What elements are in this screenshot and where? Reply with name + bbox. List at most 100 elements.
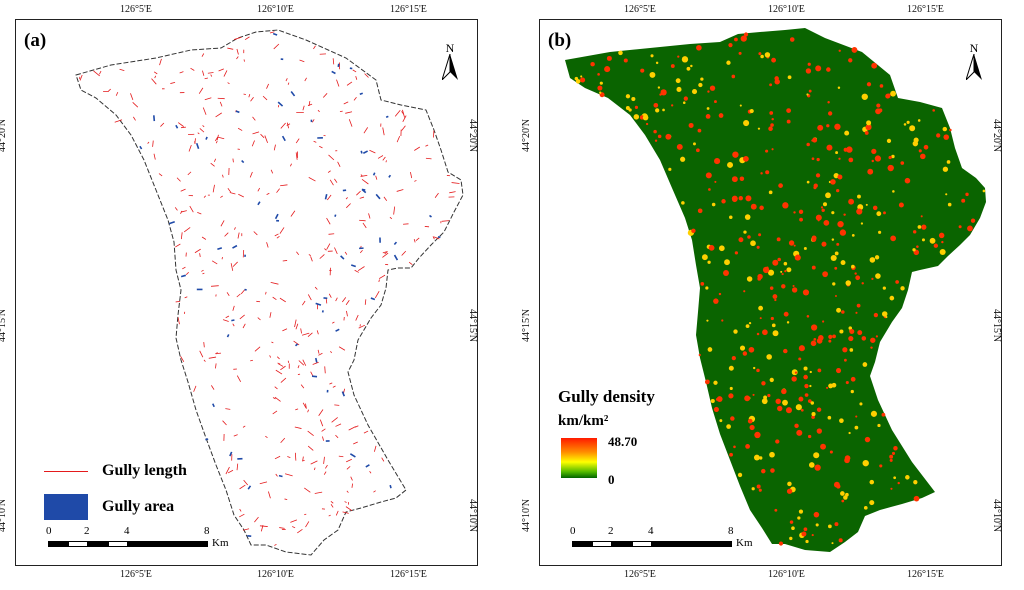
gully-line [212,184,215,193]
density-hotspot [913,137,919,143]
density-hotspot [771,57,777,63]
gully-line [238,193,244,198]
gully-line [433,236,440,240]
gully-area [229,451,233,457]
gully-area [385,115,389,118]
gully-line [222,420,227,426]
gully-line [236,56,239,60]
gully-line [328,514,331,517]
density-hotspot [748,321,752,325]
density-hotspot [893,476,897,480]
density-hotspot [634,105,638,109]
density-hotspot [660,89,667,96]
density-hotspot [844,358,847,362]
scale-unit: Km [736,537,753,549]
gully-area [341,391,346,397]
density-hotspot [777,405,783,412]
gully-area [274,213,279,220]
density-hotspot [786,267,792,273]
gully-line [279,527,285,529]
gully-line [170,81,176,84]
watershed-boundary [75,29,464,556]
gully-line [265,435,268,439]
gully-line [318,409,324,417]
gully-line [194,138,196,144]
density-hotspot [920,153,926,160]
gully-line [345,506,353,511]
gully-line [414,146,421,151]
panel-a-gully-map: (a) 126°5'E 126°10'E 126°15'E 126°5'E 12… [0,4,478,580]
gully-line [332,385,336,388]
density-hotspot [845,280,852,286]
gully-density-map-b [565,28,986,552]
gully-line [294,319,297,328]
gully-line [307,445,314,451]
density-hotspot [798,509,804,514]
density-hotspot [753,366,756,370]
density-hotspot [829,450,833,454]
density-hotspot [655,61,659,65]
density-hotspot [862,362,868,367]
density-hotspot [791,287,798,293]
gully-line [287,456,291,459]
density-hotspot [836,484,841,489]
gully-line [384,251,388,255]
density-hotspot [767,393,771,398]
gully-line [115,91,119,96]
density-hotspot [841,310,845,314]
density-hotspot [822,320,825,323]
gully-line [274,455,281,460]
gully-line [382,252,389,258]
density-hotspot [879,84,884,88]
density-hotspot [706,319,709,322]
density-hotspot [777,257,781,262]
gully-line [159,58,162,66]
gully-line [270,169,274,174]
gully-line [227,469,234,474]
gully-line [301,300,306,306]
density-hotspot [848,431,851,435]
density-hotspot [760,54,764,59]
density-hotspot [839,329,844,334]
scale-seg-5 [128,541,208,547]
scale-seg-1 [48,541,68,547]
density-hotspot [943,134,950,140]
gully-line [154,75,157,79]
density-hotspot [889,295,895,301]
gully-line [252,116,256,121]
density-hotspot [680,156,686,162]
density-hotspot [768,269,775,276]
density-hotspot [723,270,729,277]
density-hotspot [706,107,710,110]
gully-line [314,491,323,494]
density-hotspot [625,94,631,99]
gully-line [358,324,366,329]
scale-seg-2 [68,541,88,547]
gully-area [372,172,376,176]
gully-area [235,110,240,114]
gully-line [180,232,183,240]
density-hotspot [825,192,831,199]
density-hotspot [810,340,817,347]
density-hotspot [744,214,751,220]
density-hotspot [878,230,882,234]
density-hotspot [828,111,833,116]
density-hotspot [830,254,837,261]
gully-area [340,255,345,260]
density-hotspot [909,125,916,132]
gully-line [385,160,387,163]
density-hotspot [831,211,835,215]
density-hotspot [686,66,691,71]
gully-line [180,356,185,363]
density-hotspot [787,75,792,80]
gully-line [300,384,305,389]
gully-area [349,453,356,458]
density-hotspot [726,424,731,429]
density-hotspot [671,104,674,107]
density-legend-title: Gully density [558,387,655,406]
gully-line [240,289,245,295]
gully-area [212,403,215,408]
gully-line [215,112,222,118]
gully-line [298,360,305,366]
density-hotspot [696,44,702,51]
